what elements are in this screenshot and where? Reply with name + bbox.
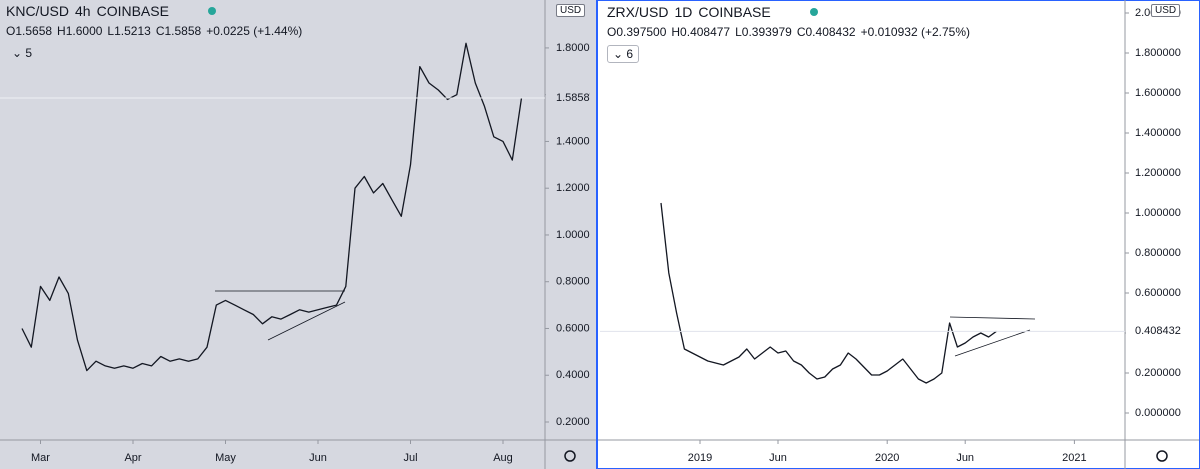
y-tick-label: 0.600000 xyxy=(1135,287,1181,299)
y-tick-label: 0.6000 xyxy=(556,322,590,334)
status-dot xyxy=(208,7,216,15)
status-dot xyxy=(810,8,818,16)
x-tick-label: 2019 xyxy=(688,452,712,464)
y-tick-label: 1.800000 xyxy=(1135,47,1181,59)
symbol-header: KNC/USD 4h COINBASE xyxy=(6,3,175,19)
last-price-label: 0.408432 xyxy=(1135,325,1181,337)
ohlc-value: H1.6000 xyxy=(57,24,103,38)
x-tick-label: Aug xyxy=(493,452,513,464)
symbol: KNC/USD xyxy=(6,3,70,19)
y-tick-label: 1.2000 xyxy=(556,182,590,194)
last-price-box xyxy=(1126,323,1192,340)
left-panel-bg xyxy=(0,0,596,469)
ohlc-value: L0.393979 xyxy=(735,25,792,39)
last-price-label: 1.5858 xyxy=(556,92,590,104)
y-tick-label: 1.200000 xyxy=(1135,167,1181,179)
symbol-header: ZRX/USD 1D COINBASE xyxy=(607,4,777,20)
x-tick-label: May xyxy=(215,452,236,464)
y-tick-label: 1.000000 xyxy=(1135,207,1181,219)
y-tick-label: 1.600000 xyxy=(1135,87,1181,99)
settings-icon[interactable] xyxy=(564,450,576,462)
trend-line xyxy=(267,301,346,341)
price-line xyxy=(660,202,997,384)
y-tick-label: 0.200000 xyxy=(1135,367,1181,379)
x-tick-label: Jul xyxy=(403,452,417,464)
ohlc-value: O1.5658 xyxy=(6,24,53,38)
ohlc-row: O1.5658 H1.6000 L1.5213 C1.5858 +0.0225 (+1.… xyxy=(6,24,307,38)
x-tick-label: Apr xyxy=(124,452,141,464)
ohlc-change: +0.0225 (+1.44%) xyxy=(206,24,303,38)
indicator-toggle[interactable]: ⌄ 6 xyxy=(607,45,640,63)
ohlc-value: O0.397500 xyxy=(607,25,667,39)
currency-label[interactable]: USD xyxy=(556,4,586,17)
exchange: COINBASE xyxy=(96,3,169,19)
settings-icon[interactable] xyxy=(1156,450,1168,462)
currency-label[interactable]: USD xyxy=(1151,4,1181,17)
interval: 4h xyxy=(75,3,91,19)
y-tick-label: 0.4000 xyxy=(556,369,590,381)
indicator-count: 5 xyxy=(25,46,33,60)
symbol: ZRX/USD xyxy=(607,4,669,20)
y-tick-label: 1.4000 xyxy=(556,135,590,147)
indicator-toggle[interactable]: ⌄ 5 xyxy=(12,46,33,60)
y-tick-label: 1.8000 xyxy=(556,42,590,54)
y-tick-label: 1.400000 xyxy=(1135,127,1181,139)
trend-line xyxy=(949,316,1036,320)
x-tick-label: 2020 xyxy=(875,452,899,464)
x-tick-label: Jun xyxy=(956,452,974,464)
ohlc-value: H0.408477 xyxy=(671,25,731,39)
ohlc-value: L1.5213 xyxy=(107,24,151,38)
y-tick-label: 0.2000 xyxy=(556,416,590,428)
x-tick-label: Jun xyxy=(769,452,787,464)
last-price-box xyxy=(546,90,589,107)
x-tick-label: 2021 xyxy=(1062,452,1086,464)
ohlc-value: C0.408432 xyxy=(796,25,856,39)
x-tick-label: Mar xyxy=(31,452,50,464)
y-tick-label: 0.8000 xyxy=(556,276,590,288)
x-tick-label: Jun xyxy=(309,452,327,464)
ohlc-change: +0.010932 (+2.75%) xyxy=(860,25,970,39)
interval: 1D xyxy=(674,4,693,20)
exchange: COINBASE xyxy=(698,4,771,20)
right-panel-bg xyxy=(596,0,1200,469)
ohlc-value: C1.5858 xyxy=(155,24,202,38)
ohlc-row: O0.397500 H0.408477 L0.393979 C0.408432 +0.0… xyxy=(607,25,975,39)
y-tick-label: 0.000000 xyxy=(1135,407,1181,419)
y-tick-label: 0.800000 xyxy=(1135,247,1181,259)
trend-line xyxy=(954,329,1031,357)
price-line xyxy=(21,42,523,372)
y-tick-label: 1.0000 xyxy=(556,229,590,241)
indicator-count: 6 xyxy=(626,47,634,61)
